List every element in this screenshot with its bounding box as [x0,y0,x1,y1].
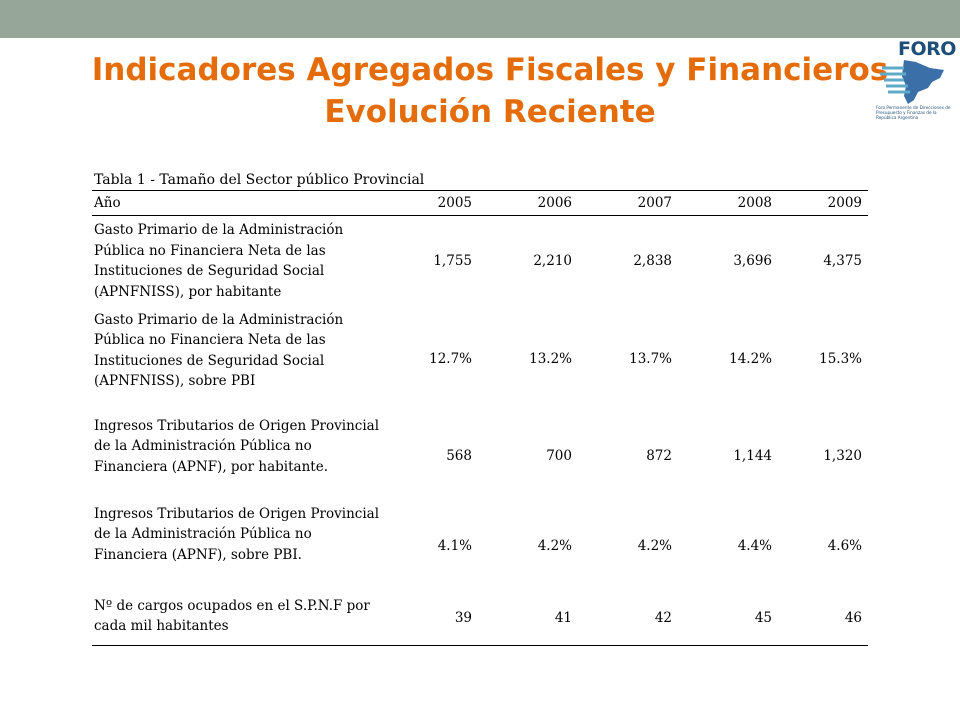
row-label: Nº de cargos ocupados en el S.P.N.F por … [92,591,398,646]
table-cell: 872 [646,447,672,464]
column-header: Año [92,191,398,216]
table-cell: 3,696 [733,252,772,269]
table-row: Ingresos Tributarios de Origen Provincia… [92,500,868,592]
table-cell: 4.2% [637,537,672,554]
row-label: Ingresos Tributarios de Origen Provincia… [94,417,380,475]
page-subtitle: Evolución Reciente [324,94,656,130]
argentina-map-icon [880,60,944,104]
logo-caption: Foro Permanente de Direcciones de Presup… [876,105,951,120]
table-cell: 2,838 [633,252,672,269]
row-label: Gasto Primario de la Administración Públ… [94,222,344,300]
table-cell: 4.1% [437,537,472,554]
table-cell: 2,210 [533,252,572,269]
table-cell: 4,375 [823,252,862,269]
page-title: Indicadores Agregados Fiscales y Financi… [91,52,889,88]
table-row: Gasto Primario de la Administración Públ… [92,216,868,306]
table-cell: 13.2% [529,350,572,367]
logo-name: FORO [898,38,956,60]
table-cell: 4.6% [827,537,862,554]
table-cell: 12.7% [429,350,472,367]
table-cell: 42 [578,591,678,646]
top-bar [0,0,960,38]
table-cell: 700 [546,447,572,464]
column-header: 2006 [478,191,578,216]
table-cell: 45 [678,591,778,646]
table-cell: 4.2% [537,537,572,554]
column-header: 2007 [578,191,678,216]
table-caption: Tabla 1 - Tamaño del Sector público Prov… [92,170,868,191]
row-label: Ingresos Tributarios de Origen Provincia… [94,505,380,563]
table-cell: 15.3% [819,350,862,367]
foro-logo: FORO Foro Permanente de Direcciones de P… [868,38,960,138]
table-row: Nº de cargos ocupados en el S.P.N.F por … [92,591,868,646]
table-row: Gasto Primario de la Administración Públ… [92,306,868,412]
table-header-row: Año 2005 2006 2007 2008 2009 [92,191,868,216]
table-cell: 46 [778,591,868,646]
table-cell: 1,755 [433,252,472,269]
column-header: 2009 [778,191,868,216]
table-cell: 39 [398,591,478,646]
table-cell: 41 [478,591,578,646]
column-header: 2008 [678,191,778,216]
table-cell: 14.2% [729,350,772,367]
table-cell: 568 [446,447,472,464]
row-label: Gasto Primario de la Administración Públ… [94,311,344,390]
table-cell: 4.4% [737,537,772,554]
fiscal-indicators-table: Año 2005 2006 2007 2008 2009 Gasto Prima… [92,191,868,646]
table-cell: 13.7% [629,350,672,367]
table-cell: 1,320 [823,447,862,464]
table-cell: 1,144 [733,447,772,464]
column-header: 2005 [398,191,478,216]
table-row: Ingresos Tributarios de Origen Provincia… [92,412,868,500]
data-table-container: Tabla 1 - Tamaño del Sector público Prov… [92,170,868,646]
